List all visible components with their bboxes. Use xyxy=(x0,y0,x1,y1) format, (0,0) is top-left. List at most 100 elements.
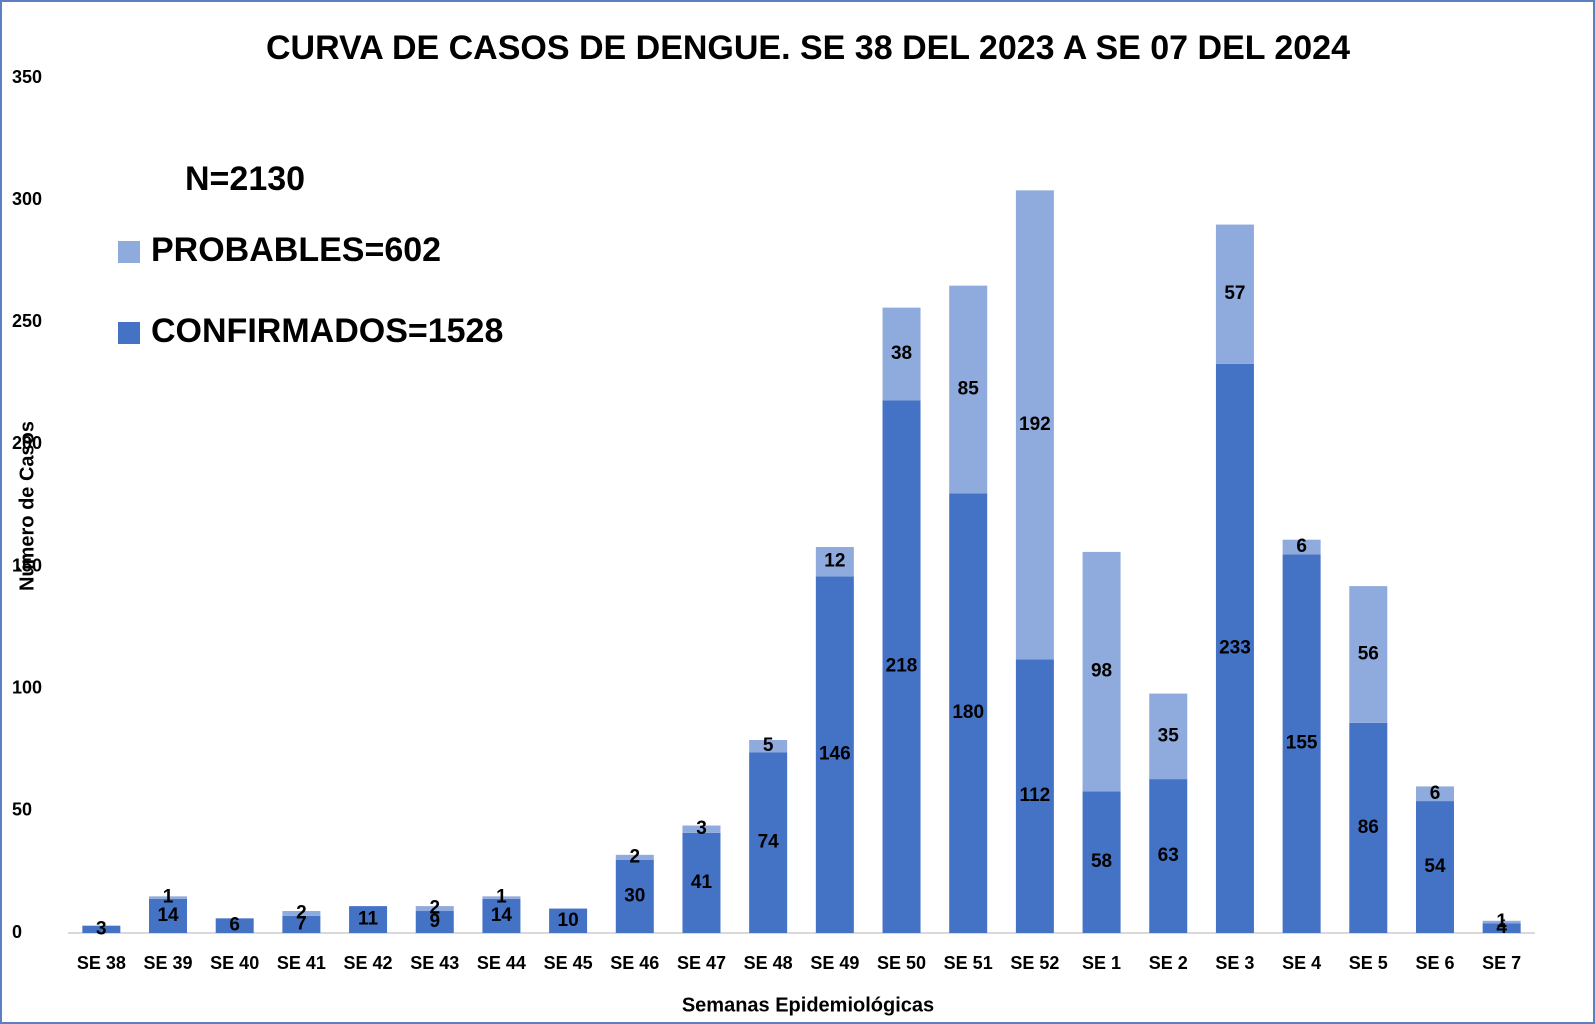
bar-segment xyxy=(1349,722,1388,933)
data-label: 86 xyxy=(1358,817,1379,838)
bar-segment xyxy=(1082,791,1121,933)
x-tick-label: SE 40 xyxy=(210,953,259,973)
y-axis-label: Número de Casos xyxy=(16,421,38,591)
data-label: 2 xyxy=(429,898,440,919)
y-tick-label: 300 xyxy=(12,189,42,209)
x-tick-label: SE 50 xyxy=(877,953,926,973)
x-tick-label: SE 51 xyxy=(944,953,993,973)
bar-segment xyxy=(415,906,454,912)
data-label: 1 xyxy=(1496,911,1507,932)
x-tick-label: SE 1 xyxy=(1082,953,1121,973)
data-label: 30 xyxy=(624,885,645,906)
data-label: 41 xyxy=(691,872,713,893)
legend-swatch xyxy=(118,322,140,344)
x-tick-label: SE 4 xyxy=(1282,953,1321,973)
bar-segment xyxy=(949,493,988,933)
data-label: 218 xyxy=(886,656,918,677)
x-tick-label: SE 47 xyxy=(677,953,726,973)
data-label: 98 xyxy=(1091,661,1112,682)
data-label: 58 xyxy=(1091,851,1112,872)
bar-segment xyxy=(1015,190,1054,660)
bar-segment xyxy=(1349,586,1388,723)
x-tick-label: SE 7 xyxy=(1482,953,1521,973)
data-label: 3 xyxy=(96,918,107,939)
x-tick-label: SE 42 xyxy=(344,953,393,973)
data-label: 233 xyxy=(1219,637,1251,658)
x-tick-label: SE 45 xyxy=(544,953,593,973)
bar-segment xyxy=(882,307,921,401)
data-label: 12 xyxy=(824,551,845,572)
bar-segment xyxy=(149,898,188,933)
bar-segment xyxy=(749,752,788,933)
bar-segment xyxy=(1215,363,1254,933)
bar-segment xyxy=(682,825,721,833)
x-tick-label: SE 41 xyxy=(277,953,326,973)
data-label: 38 xyxy=(891,343,912,364)
bar-segment xyxy=(615,859,654,933)
data-label: 6 xyxy=(1430,783,1441,804)
x-tick-label: SE 49 xyxy=(810,953,859,973)
data-label: 14 xyxy=(157,905,179,926)
data-label: 3 xyxy=(696,818,707,839)
data-label: 63 xyxy=(1158,845,1179,866)
y-tick-label: 0 xyxy=(12,922,22,942)
bar-segment xyxy=(1415,801,1454,933)
data-label: 4 xyxy=(1496,917,1507,938)
y-tick-label: 350 xyxy=(12,67,42,87)
x-tick-label: SE 6 xyxy=(1415,953,1454,973)
bar-segment xyxy=(615,854,654,860)
data-label: 85 xyxy=(958,378,980,399)
bar-segment xyxy=(1015,659,1054,933)
data-label: 57 xyxy=(1224,283,1245,304)
legend-swatch xyxy=(118,241,140,263)
bar-segment xyxy=(815,547,854,577)
x-tick-label: SE 5 xyxy=(1349,953,1388,973)
bar-segment xyxy=(349,906,388,933)
data-label: 7 xyxy=(296,913,307,934)
bar-segment xyxy=(282,915,321,933)
data-label: 6 xyxy=(1296,536,1307,557)
bar-segment xyxy=(1282,539,1321,555)
bar-segment xyxy=(749,740,788,753)
bar-segment xyxy=(815,576,854,933)
x-tick-label: SE 48 xyxy=(744,953,793,973)
data-label: 180 xyxy=(952,702,984,723)
data-label: 192 xyxy=(1019,414,1051,435)
data-label: 1 xyxy=(496,887,507,908)
bar-segment xyxy=(549,908,588,933)
x-tick-label: SE 3 xyxy=(1215,953,1254,973)
data-label: 2 xyxy=(630,846,641,867)
data-label: 5 xyxy=(763,735,774,756)
x-tick-label: SE 38 xyxy=(77,953,126,973)
data-label: 74 xyxy=(758,832,780,853)
bar-segment xyxy=(482,898,521,933)
data-label: 54 xyxy=(1424,856,1446,877)
data-label: 6 xyxy=(229,915,240,936)
data-label: 146 xyxy=(819,744,851,765)
bar-segment xyxy=(82,925,121,933)
x-tick-label: SE 46 xyxy=(610,953,659,973)
data-label: 9 xyxy=(429,911,440,932)
data-label: 10 xyxy=(558,910,579,931)
y-tick-label: 150 xyxy=(12,555,42,575)
x-tick-label: SE 39 xyxy=(143,953,192,973)
data-label: 155 xyxy=(1286,733,1318,754)
y-tick-label: 100 xyxy=(12,677,42,697)
y-tick-label: 50 xyxy=(12,800,32,820)
bar-segment xyxy=(1282,554,1321,933)
x-tick-label: SE 43 xyxy=(410,953,459,973)
data-label: 56 xyxy=(1358,644,1379,665)
data-label: 35 xyxy=(1158,725,1180,746)
legend-label: PROBABLES=602 xyxy=(151,231,441,269)
bar-segment xyxy=(1149,693,1188,780)
bar-segment xyxy=(1415,786,1454,802)
x-tick-label: SE 2 xyxy=(1149,953,1188,973)
bar-segment xyxy=(1482,920,1521,924)
bar-segment xyxy=(1149,779,1188,933)
bar-segment xyxy=(282,911,321,916)
annotation: N=2130 xyxy=(185,160,305,198)
data-label: 2 xyxy=(296,902,307,923)
bar-segment xyxy=(215,918,254,933)
